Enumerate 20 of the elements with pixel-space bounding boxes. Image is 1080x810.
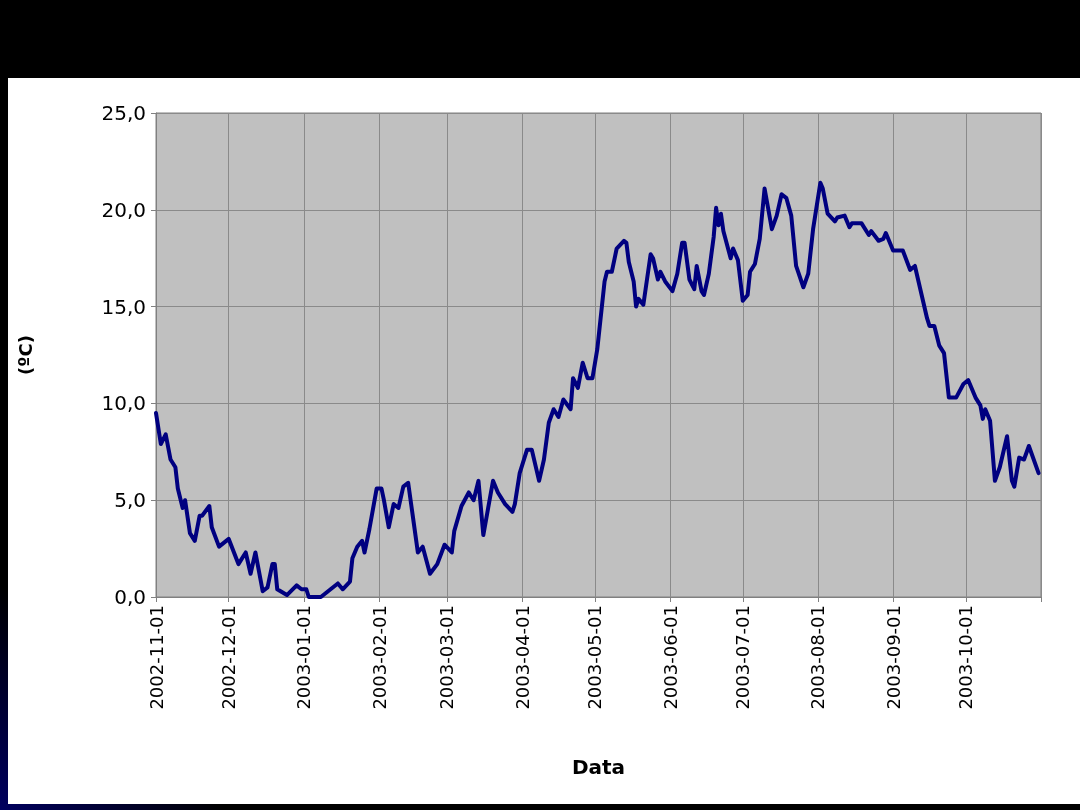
y-tick-label: 20,0 (101, 197, 146, 222)
y-tick-label: 15,0 (101, 294, 146, 319)
x-tick-label: 2003-07-01 (732, 605, 754, 710)
x-tick-label: 2003-03-01 (436, 605, 458, 710)
x-tick-label: 2003-10-01 (955, 605, 977, 710)
y-tick-label: 0,0 (114, 585, 146, 609)
x-tick-label: 2002-12-01 (218, 605, 240, 710)
x-tick-label: 2003-06-01 (659, 605, 681, 710)
x-tick-label: 2003-08-01 (807, 605, 829, 710)
y-axis-title: (ºC) (14, 335, 36, 375)
x-tick-label: 2003-09-01 (882, 605, 904, 710)
y-tick-label: 10,0 (101, 391, 146, 416)
x-tick-label: 2003-04-01 (511, 605, 533, 710)
x-tick-label: 2003-02-01 (368, 605, 390, 710)
y-tick-label: 5,0 (114, 488, 146, 513)
x-tick-label: 2002-11-01 (145, 605, 167, 710)
x-tick-label: 2003-01-01 (293, 605, 315, 710)
y-tick-label: 25,0 (101, 101, 146, 125)
x-axis-title: Data (571, 755, 626, 779)
x-tick-label: 2003-05-01 (584, 605, 606, 710)
